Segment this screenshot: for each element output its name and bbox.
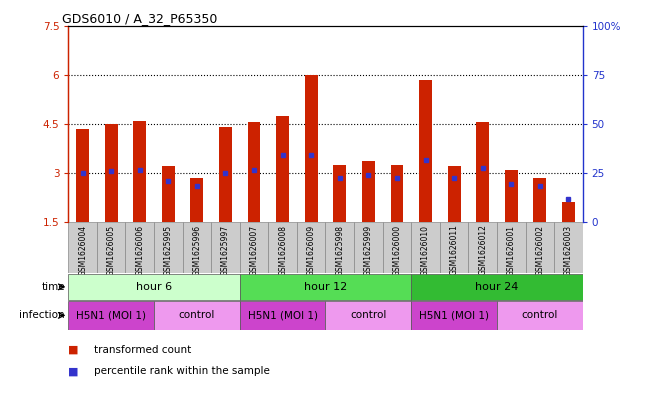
- Text: GSM1626009: GSM1626009: [307, 224, 316, 276]
- Text: GSM1626011: GSM1626011: [450, 224, 458, 275]
- Bar: [240, 301, 326, 329]
- Bar: [183, 222, 211, 273]
- Text: GSM1625998: GSM1625998: [335, 224, 344, 275]
- Bar: [362, 162, 375, 222]
- Text: GSM1626000: GSM1626000: [393, 224, 402, 276]
- Text: GSM1625999: GSM1625999: [364, 224, 373, 276]
- Bar: [240, 222, 268, 273]
- Text: GSM1626002: GSM1626002: [535, 224, 544, 275]
- Bar: [247, 122, 260, 222]
- Text: GSM1626006: GSM1626006: [135, 224, 145, 276]
- Bar: [126, 222, 154, 273]
- Bar: [105, 124, 118, 222]
- Bar: [468, 222, 497, 273]
- Bar: [562, 202, 575, 222]
- Text: control: control: [179, 310, 215, 320]
- Bar: [333, 165, 346, 222]
- Bar: [305, 75, 318, 222]
- Bar: [154, 301, 240, 329]
- Bar: [68, 301, 154, 329]
- Bar: [440, 222, 468, 273]
- Bar: [191, 178, 203, 222]
- Text: hour 12: hour 12: [304, 282, 347, 292]
- Bar: [68, 274, 240, 300]
- Bar: [97, 222, 126, 273]
- Bar: [391, 165, 404, 222]
- Text: ■: ■: [68, 345, 79, 355]
- Bar: [211, 222, 240, 273]
- Text: GSM1626001: GSM1626001: [506, 224, 516, 275]
- Text: GSM1625995: GSM1625995: [164, 224, 173, 276]
- Bar: [383, 222, 411, 273]
- Bar: [411, 222, 440, 273]
- Bar: [162, 166, 174, 222]
- Text: percentile rank within the sample: percentile rank within the sample: [94, 366, 270, 376]
- Bar: [219, 127, 232, 222]
- Text: H5N1 (MOI 1): H5N1 (MOI 1): [247, 310, 318, 320]
- Bar: [76, 129, 89, 222]
- Text: time: time: [42, 282, 65, 292]
- Bar: [133, 121, 146, 222]
- Text: control: control: [350, 310, 387, 320]
- Text: H5N1 (MOI 1): H5N1 (MOI 1): [76, 310, 146, 320]
- Bar: [448, 166, 460, 222]
- Bar: [276, 116, 289, 222]
- Text: GDS6010 / A_32_P65350: GDS6010 / A_32_P65350: [62, 12, 217, 25]
- Text: H5N1 (MOI 1): H5N1 (MOI 1): [419, 310, 489, 320]
- Text: hour 6: hour 6: [136, 282, 172, 292]
- Bar: [554, 222, 583, 273]
- Text: ■: ■: [68, 366, 79, 376]
- Text: GSM1626007: GSM1626007: [249, 224, 258, 276]
- Bar: [419, 79, 432, 222]
- Bar: [240, 274, 411, 300]
- Text: GSM1626005: GSM1626005: [107, 224, 116, 276]
- Bar: [326, 301, 411, 329]
- Text: control: control: [521, 310, 558, 320]
- Bar: [497, 222, 525, 273]
- Text: transformed count: transformed count: [94, 345, 191, 355]
- Text: GSM1626008: GSM1626008: [278, 224, 287, 275]
- Text: GSM1625997: GSM1625997: [221, 224, 230, 276]
- Bar: [505, 170, 518, 222]
- Text: GSM1625996: GSM1625996: [193, 224, 201, 276]
- Bar: [297, 222, 326, 273]
- Text: GSM1626003: GSM1626003: [564, 224, 573, 276]
- Bar: [525, 222, 554, 273]
- Text: GSM1626010: GSM1626010: [421, 224, 430, 275]
- Text: GSM1626004: GSM1626004: [78, 224, 87, 276]
- Text: hour 24: hour 24: [475, 282, 519, 292]
- Bar: [533, 178, 546, 222]
- Bar: [268, 222, 297, 273]
- Bar: [411, 274, 583, 300]
- Bar: [354, 222, 383, 273]
- Bar: [497, 301, 583, 329]
- Bar: [326, 222, 354, 273]
- Text: GSM1626012: GSM1626012: [478, 224, 487, 275]
- Bar: [411, 301, 497, 329]
- Text: infection: infection: [20, 310, 65, 320]
- Bar: [154, 222, 183, 273]
- Bar: [68, 222, 97, 273]
- Bar: [477, 122, 489, 222]
